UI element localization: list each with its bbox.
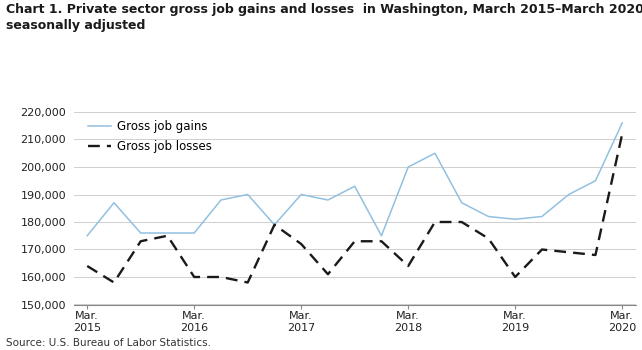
Gross job gains: [324, 198, 332, 202]
Text: Chart 1. Private sector gross job gains and losses  in Washington, March 2015–Ma: Chart 1. Private sector gross job gains …: [6, 4, 642, 32]
Gross job gains: [511, 217, 519, 221]
Gross job gains: [485, 215, 492, 219]
Gross job losses: [404, 264, 412, 268]
Gross job losses: [618, 132, 626, 136]
Gross job losses: [351, 239, 358, 243]
Gross job losses: [511, 275, 519, 279]
Gross job gains: [217, 198, 225, 202]
Gross job gains: [592, 178, 600, 183]
Gross job losses: [377, 239, 385, 243]
Gross job losses: [110, 280, 118, 285]
Gross job gains: [270, 223, 278, 227]
Gross job losses: [324, 272, 332, 276]
Gross job gains: [83, 234, 91, 238]
Gross job losses: [270, 223, 278, 227]
Gross job losses: [164, 234, 171, 238]
Gross job gains: [458, 201, 465, 205]
Line: Gross job gains: Gross job gains: [87, 123, 622, 236]
Gross job losses: [592, 253, 600, 257]
Legend: Gross job gains, Gross job losses: Gross job gains, Gross job losses: [85, 118, 214, 155]
Gross job losses: [458, 220, 465, 224]
Gross job losses: [485, 236, 492, 240]
Gross job losses: [538, 247, 546, 252]
Gross job losses: [217, 275, 225, 279]
Gross job losses: [431, 220, 439, 224]
Gross job gains: [618, 121, 626, 125]
Gross job losses: [137, 239, 144, 243]
Gross job losses: [297, 242, 305, 246]
Gross job losses: [244, 280, 252, 285]
Gross job gains: [404, 165, 412, 169]
Line: Gross job losses: Gross job losses: [87, 134, 622, 282]
Gross job gains: [431, 151, 439, 155]
Gross job losses: [190, 275, 198, 279]
Gross job gains: [110, 201, 118, 205]
Text: Source: U.S. Bureau of Labor Statistics.: Source: U.S. Bureau of Labor Statistics.: [6, 338, 211, 348]
Gross job gains: [190, 231, 198, 235]
Gross job losses: [83, 264, 91, 268]
Gross job gains: [351, 184, 358, 188]
Gross job gains: [297, 193, 305, 197]
Gross job gains: [137, 231, 144, 235]
Gross job gains: [565, 193, 573, 197]
Gross job gains: [377, 234, 385, 238]
Gross job gains: [164, 231, 171, 235]
Gross job gains: [244, 193, 252, 197]
Gross job losses: [565, 250, 573, 254]
Gross job gains: [538, 215, 546, 219]
